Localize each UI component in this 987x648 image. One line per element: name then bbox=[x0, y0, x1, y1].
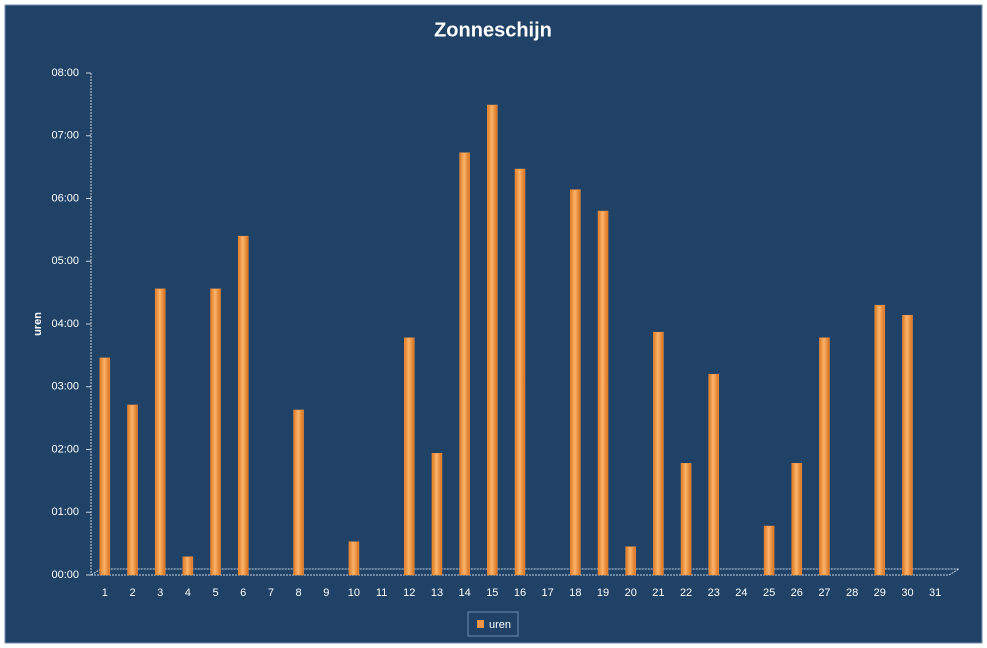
y-tick-label: 00:00 bbox=[51, 569, 79, 581]
x-tick-label: 20 bbox=[625, 587, 637, 599]
y-tick-label: 05:00 bbox=[51, 255, 79, 267]
x-tick-label: 13 bbox=[431, 587, 443, 599]
bar bbox=[902, 314, 913, 576]
bar bbox=[791, 463, 803, 576]
bar bbox=[680, 463, 692, 576]
x-tick-label: 2 bbox=[129, 587, 135, 599]
chart-title: Zonneschijn bbox=[434, 19, 552, 41]
bar bbox=[127, 404, 138, 576]
x-tick-label: 10 bbox=[348, 587, 360, 599]
bar bbox=[459, 152, 470, 576]
legend-swatch bbox=[477, 620, 484, 628]
x-tick-label: 9 bbox=[323, 587, 329, 599]
x-tick-label: 1 bbox=[102, 587, 108, 599]
x-tick-label: 31 bbox=[929, 587, 941, 599]
y-tick-label: 06:00 bbox=[51, 192, 79, 204]
x-tick-label: 7 bbox=[268, 587, 274, 599]
y-tick-label: 01:00 bbox=[51, 506, 79, 518]
bar bbox=[487, 104, 498, 576]
bar bbox=[819, 337, 830, 576]
bar bbox=[99, 357, 111, 576]
x-tick-label: 12 bbox=[403, 587, 415, 599]
x-tick-label: 29 bbox=[874, 587, 886, 599]
y-axis-label: uren bbox=[32, 312, 44, 336]
bar bbox=[514, 168, 526, 576]
x-tick-label: 28 bbox=[846, 587, 858, 599]
bar bbox=[763, 525, 775, 576]
y-tick-label: 07:00 bbox=[51, 130, 79, 142]
bar bbox=[431, 453, 443, 576]
bar bbox=[874, 304, 886, 576]
x-tick-label: 26 bbox=[791, 587, 803, 599]
bar bbox=[570, 189, 581, 576]
legend-label: uren bbox=[489, 619, 511, 631]
bar bbox=[154, 288, 166, 576]
x-tick-label: 4 bbox=[185, 587, 191, 599]
bar bbox=[404, 337, 415, 576]
x-tick-label: 3 bbox=[157, 587, 163, 599]
bar bbox=[237, 235, 249, 576]
x-tick-label: 19 bbox=[597, 587, 609, 599]
bar bbox=[348, 541, 360, 576]
y-tick-label: 08:00 bbox=[51, 67, 79, 79]
legend-box bbox=[467, 611, 519, 637]
x-tick-label: 15 bbox=[486, 587, 498, 599]
y-tick-label: 03:00 bbox=[51, 381, 79, 393]
bar bbox=[597, 210, 609, 576]
x-tick-label: 14 bbox=[459, 587, 471, 599]
bar bbox=[182, 556, 194, 576]
bar bbox=[210, 288, 221, 576]
x-tick-label: 16 bbox=[514, 587, 526, 599]
y-tick-label: 04:00 bbox=[51, 318, 79, 330]
bar bbox=[293, 409, 304, 576]
x-tick-label: 8 bbox=[296, 587, 302, 599]
x-tick-label: 21 bbox=[652, 587, 664, 599]
x-tick-label: 18 bbox=[569, 587, 581, 599]
x-tick-label: 5 bbox=[212, 587, 218, 599]
x-tick-label: 17 bbox=[542, 587, 554, 599]
x-tick-label: 22 bbox=[680, 587, 692, 599]
x-tick-label: 23 bbox=[708, 587, 720, 599]
x-tick-label: 25 bbox=[763, 587, 775, 599]
bar bbox=[653, 331, 664, 576]
x-tick-label: 30 bbox=[901, 587, 913, 599]
bar bbox=[625, 546, 636, 576]
x-tick-label: 6 bbox=[240, 587, 246, 599]
x-tick-label: 24 bbox=[735, 587, 747, 599]
x-tick-label: 11 bbox=[376, 587, 387, 599]
x-tick-label: 27 bbox=[818, 587, 830, 599]
bar bbox=[708, 373, 719, 576]
y-tick-label: 02:00 bbox=[51, 443, 79, 455]
